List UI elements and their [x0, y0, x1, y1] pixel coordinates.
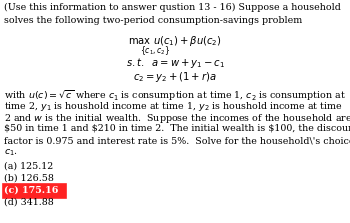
Text: 2 and $w$ is the initial wealth.  Suppose the incomes of the household are: 2 and $w$ is the initial wealth. Suppose… — [4, 112, 350, 125]
FancyBboxPatch shape — [2, 184, 65, 198]
Text: with $u(c) = \sqrt{c}$ where $c_1$ is consumption at time 1, $c_2$ is consumptio: with $u(c) = \sqrt{c}$ where $c_1$ is co… — [4, 88, 346, 103]
Text: $\mathrm{max}\ u(c_1) + \beta u(c_2)$: $\mathrm{max}\ u(c_1) + \beta u(c_2)$ — [128, 34, 222, 48]
Text: (b) 126.58: (b) 126.58 — [4, 174, 54, 183]
Text: solves the following two-period consumption-savings problem: solves the following two-period consumpt… — [4, 16, 302, 25]
Text: $s.t.\ \ a = w + y_1 - c_1$: $s.t.\ \ a = w + y_1 - c_1$ — [126, 56, 224, 70]
Text: $c_1$.: $c_1$. — [4, 148, 18, 159]
Text: $50 in time 1 and $210 in time 2.  The initial wealth is $100, the discount: $50 in time 1 and $210 in time 2. The in… — [4, 124, 350, 133]
Text: (c) 175.16: (c) 175.16 — [4, 186, 58, 195]
Text: time 2, $y_1$ is houshold income at time 1, $y_2$ is houshold income at time: time 2, $y_1$ is houshold income at time… — [4, 100, 343, 113]
Text: factor is 0.975 and interest rate is 5%.  Solve for the household\'s choice of: factor is 0.975 and interest rate is 5%.… — [4, 136, 350, 145]
Text: (a) 125.12: (a) 125.12 — [4, 162, 53, 171]
Text: (Use this information to answer qustion 13 - 16) Suppose a household: (Use this information to answer qustion … — [4, 3, 341, 12]
Text: $c_2 = y_2 + (1 + r)a$: $c_2 = y_2 + (1 + r)a$ — [133, 70, 217, 84]
Text: $\{c_1,c_2\}$: $\{c_1,c_2\}$ — [140, 44, 170, 57]
Text: (d) 341.88: (d) 341.88 — [4, 198, 54, 207]
